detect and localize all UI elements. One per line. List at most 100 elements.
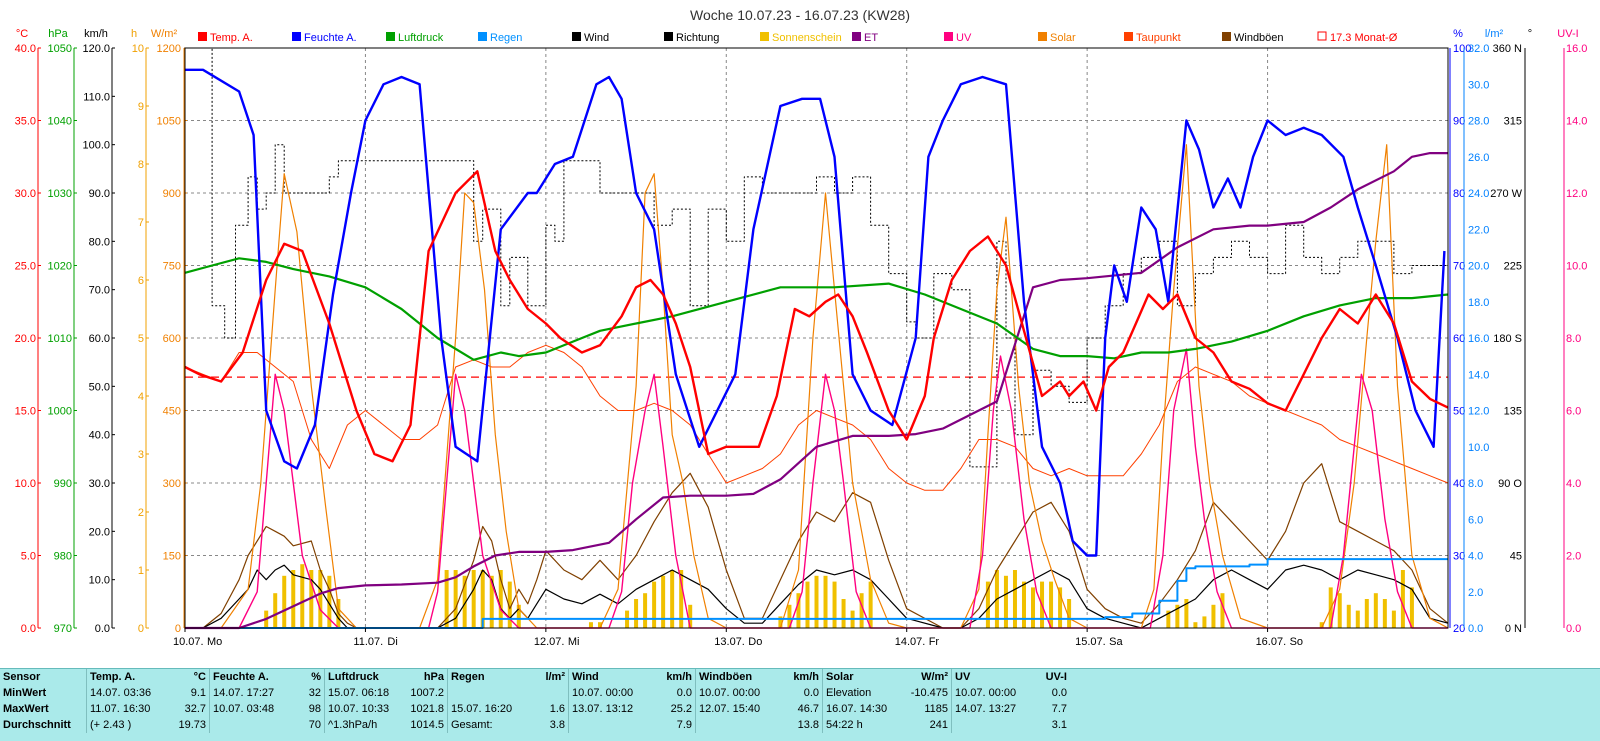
- right-axis-tick-label: 16.0: [1566, 43, 1587, 55]
- sunshine-bar: [670, 570, 675, 628]
- legend-label: Taupunkt: [1136, 32, 1181, 44]
- right-axis-unit: l/m²: [1485, 28, 1504, 40]
- left-axis-tick-label: 0.0: [95, 623, 110, 635]
- legend-label: 17.3 Monat-Ø: [1330, 32, 1398, 44]
- left-axis-tick-label: 30.0: [89, 478, 110, 490]
- chart-grid: [185, 48, 1448, 628]
- sunshine-bar: [291, 570, 296, 628]
- stats-header-row: Sensor Temp. A. °C Feuchte A. % Luftdruc…: [0, 669, 1070, 685]
- sunshine-bar: [1364, 599, 1369, 628]
- left-axis-tick-label: 300: [163, 478, 181, 490]
- sunshine-bar: [327, 575, 332, 628]
- left-axis-tick-label: 900: [163, 188, 181, 200]
- right-axis-tick-label: 16.0: [1468, 333, 1489, 345]
- left-axis-tick-label: 30.0: [15, 188, 36, 200]
- right-axis-tick-label: 28.0: [1468, 116, 1489, 128]
- sunshine-bar: [868, 581, 873, 628]
- sunshine-bar: [688, 604, 693, 628]
- x-day-label: 10.07.: [173, 636, 204, 648]
- right-axis-tick-label: 30: [1453, 551, 1465, 563]
- sunshine-bar: [1058, 587, 1063, 628]
- sunshine-bar: [859, 593, 864, 628]
- rain-time: 15.07. 16:20: [447, 701, 532, 717]
- sunshine-bar: [814, 575, 819, 628]
- sunshine-bar: [507, 581, 512, 628]
- right-axis-tick-label: 8.0: [1468, 478, 1483, 490]
- sunshine-bar: [1400, 570, 1405, 628]
- hum-time: 14.07. 17:27: [209, 685, 292, 701]
- rain-time: Gesamt:: [447, 717, 532, 733]
- hdr-solar: Solar: [822, 669, 903, 685]
- x-weekday-label: So: [1290, 636, 1303, 648]
- hdr-uv-unit: UV-I: [1045, 671, 1067, 683]
- temp-value: 19.73: [178, 719, 206, 731]
- left-axis-tick-label: 5: [138, 333, 144, 345]
- right-axis-tick-label: 14.0: [1566, 116, 1587, 128]
- left-axis-tick-label: 1050: [48, 43, 72, 55]
- uv-time: [951, 717, 1034, 733]
- left-axis-unit: h: [131, 28, 137, 40]
- left-axis-tick-label: 1050: [157, 116, 181, 128]
- sunshine-bar: [1175, 604, 1180, 628]
- sunshine-bar: [679, 570, 684, 628]
- left-axis-tick-label: 0: [175, 623, 181, 635]
- temp-value: 9.1: [190, 687, 206, 699]
- press-time: 15.07. 06:18: [324, 685, 403, 701]
- temp-time: (+ 2.43 ): [86, 717, 171, 733]
- temp-value: 32.7: [184, 703, 206, 715]
- legend-label: Luftdruck: [398, 32, 444, 44]
- left-axis-tick-label: 10.0: [15, 478, 36, 490]
- left-axis-unit: hPa: [48, 28, 68, 40]
- x-day-label: 15.07.: [1075, 636, 1106, 648]
- x-weekday-label: Di: [387, 636, 397, 648]
- uv-time: 14.07. 13:27: [951, 701, 1034, 717]
- left-axis-tick-label: 980: [54, 551, 72, 563]
- x-day-label: 14.07.: [895, 636, 926, 648]
- legend-label: Solar: [1050, 32, 1076, 44]
- right-axis-tick-label: 26.0: [1468, 152, 1489, 164]
- left-axis-tick-label: 50.0: [89, 381, 110, 393]
- right-axis-tick-label: 20: [1453, 623, 1465, 635]
- series-line-regen: [185, 558, 1448, 629]
- legend-label: Feuchte A.: [304, 32, 357, 44]
- rain-time: [447, 685, 532, 701]
- x-day-label: 12.07.: [534, 636, 565, 648]
- gust-time: [695, 717, 780, 733]
- sunshine-bar: [1184, 599, 1189, 628]
- right-axis-tick-label: 30.0: [1468, 79, 1489, 91]
- sunshine-bar: [796, 593, 801, 628]
- sunshine-bar: [1409, 587, 1414, 628]
- hdr-press: Luftdruck: [324, 669, 403, 685]
- sunshine-bar: [634, 599, 639, 628]
- sunshine-bar: [453, 570, 458, 628]
- sunshine-bar: [1049, 581, 1054, 628]
- chart-series: [184, 47, 1449, 630]
- hum-value: 70: [308, 719, 321, 731]
- gust-value: 13.8: [797, 719, 819, 731]
- hdr-wind: Wind: [568, 669, 653, 685]
- hdr-temp-unit: °C: [193, 671, 206, 683]
- x-weekday-label: Sa: [1109, 636, 1123, 648]
- left-axis-tick-label: 5.0: [21, 551, 36, 563]
- x-weekday-label: Mo: [207, 636, 222, 648]
- sunshine-bar: [282, 575, 287, 628]
- right-axis-tick-label: 45: [1510, 551, 1522, 563]
- right-axis-tick-label: 32.0: [1468, 43, 1489, 55]
- row-label: MinWert: [3, 687, 47, 699]
- sunshine-bar: [1031, 587, 1036, 628]
- left-axis-tick-label: 100.0: [82, 140, 110, 152]
- left-axis-tick-label: 450: [163, 406, 181, 418]
- right-axis-tick-label: 2.0: [1566, 551, 1581, 563]
- wind-value: 25.2: [670, 703, 692, 715]
- right-axis-tick-label: 6.0: [1566, 406, 1581, 418]
- legend-swatch: [852, 32, 861, 41]
- right-axis-tick-label: 14.0: [1468, 369, 1489, 381]
- right-axis-tick-label: 12.0: [1566, 188, 1587, 200]
- left-axis-unit: W/m²: [151, 28, 178, 40]
- hdr-gust-unit: km/h: [793, 671, 819, 683]
- right-axis-tick-label: 60: [1453, 333, 1465, 345]
- sunshine-bar: [1373, 593, 1378, 628]
- left-axis-tick-label: 4: [138, 391, 144, 403]
- left-axis-tick-label: 20.0: [89, 526, 110, 538]
- sunshine-bar: [1319, 622, 1324, 628]
